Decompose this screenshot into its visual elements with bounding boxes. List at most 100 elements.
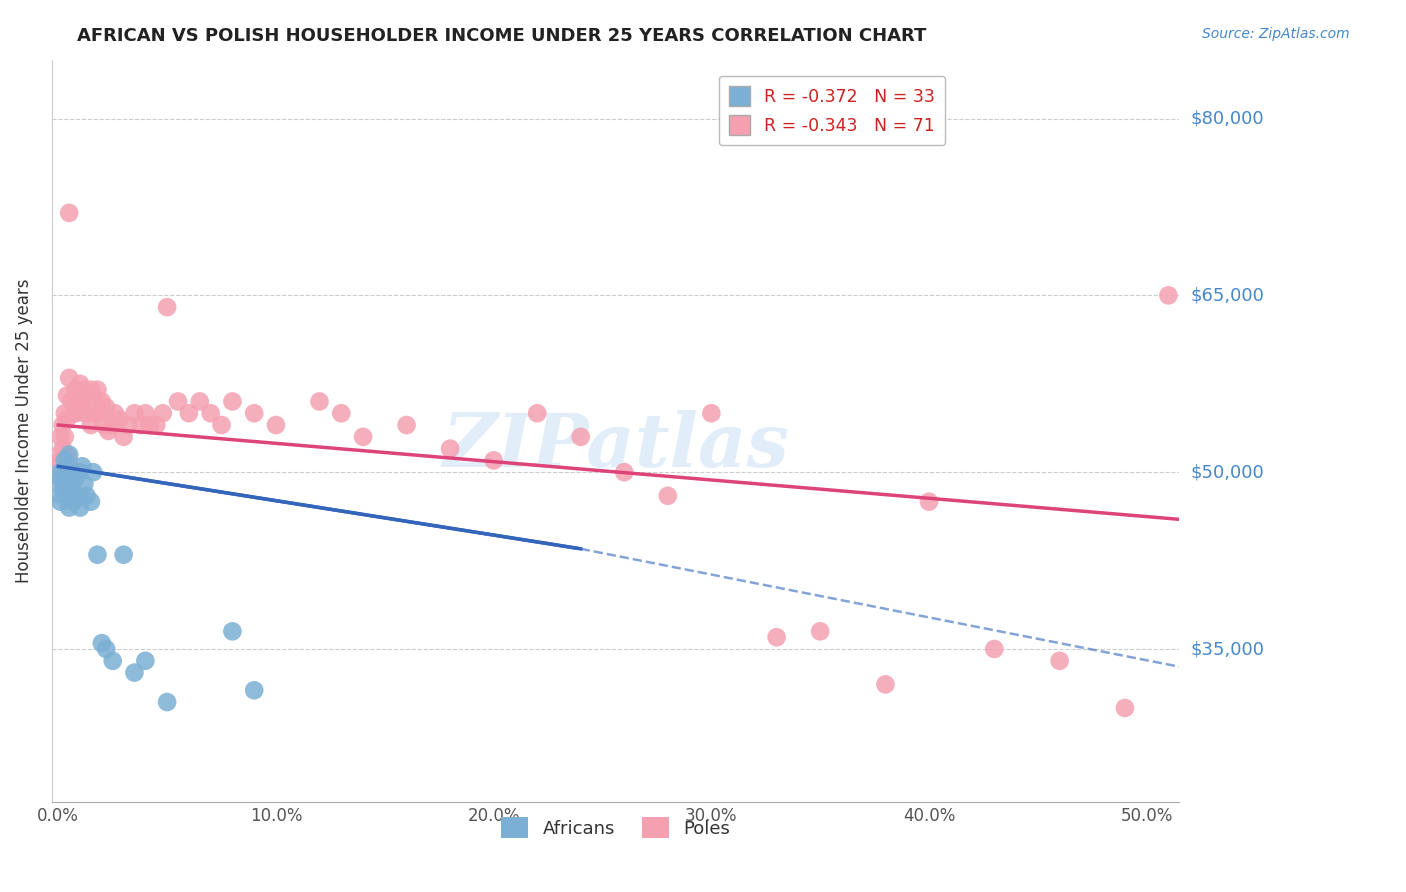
Point (77, 406, 100, 420)
Point (52, 483, 75, 497)
Point (129, 418, 152, 433)
Text: ZIPatlas: ZIPatlas (441, 409, 789, 482)
Point (66, 394, 89, 409)
Point (73, 406, 96, 420)
Point (69, 401, 91, 415)
Point (124, 406, 146, 420)
Point (1157, 288, 1180, 302)
Y-axis label: Householder Income Under 25 years: Householder Income Under 25 years (15, 278, 32, 583)
Point (395, 418, 418, 433)
Point (330, 406, 353, 420)
Point (73, 477, 96, 491)
Point (156, 300, 179, 314)
Point (49, 477, 72, 491)
Point (62, 494, 84, 508)
Point (188, 394, 211, 409)
Point (58, 371, 80, 385)
Point (58, 500, 80, 515)
Point (352, 430, 374, 444)
Point (49, 494, 72, 508)
Point (439, 442, 461, 456)
Text: Source: ZipAtlas.com: Source: ZipAtlas.com (1202, 27, 1350, 41)
Point (112, 548, 135, 562)
Point (58, 206, 80, 220)
Point (526, 406, 548, 420)
Point (156, 695, 179, 709)
Point (80, 494, 103, 508)
Point (243, 406, 266, 420)
Point (56, 388, 79, 402)
Point (167, 394, 190, 409)
Point (70, 459, 93, 474)
Point (89, 406, 111, 420)
Point (53, 477, 76, 491)
Point (124, 665, 146, 680)
Point (108, 412, 131, 426)
Point (49, 430, 72, 444)
Point (76, 388, 98, 402)
Point (613, 465, 636, 479)
Point (104, 406, 127, 420)
Point (101, 654, 124, 668)
Text: $65,000: $65,000 (1191, 286, 1264, 304)
Point (264, 418, 287, 433)
Point (62, 465, 84, 479)
Point (70, 394, 93, 409)
Text: AFRICAN VS POLISH HOUSEHOLDER INCOME UNDER 25 YEARS CORRELATION CHART: AFRICAN VS POLISH HOUSEHOLDER INCOME UND… (77, 27, 927, 45)
Point (152, 406, 174, 420)
Point (117, 418, 139, 433)
Point (765, 630, 787, 644)
Point (52, 442, 75, 456)
Point (52, 465, 75, 479)
Point (221, 624, 243, 639)
Point (56, 459, 79, 474)
Point (96, 401, 118, 415)
Point (97, 424, 120, 438)
Point (65, 383, 87, 397)
Point (86, 548, 108, 562)
Point (49, 453, 72, 467)
Text: $35,000: $35,000 (1191, 640, 1264, 658)
Point (65, 471, 87, 485)
Point (145, 418, 167, 433)
Point (700, 406, 723, 420)
Point (983, 642, 1005, 657)
Point (69, 376, 91, 391)
Point (60, 465, 83, 479)
Point (134, 654, 156, 668)
Point (53, 453, 76, 467)
Text: $80,000: $80,000 (1191, 110, 1264, 128)
Point (177, 406, 200, 420)
Point (1049, 654, 1071, 668)
Point (308, 394, 330, 409)
Point (53, 406, 76, 420)
Point (875, 677, 897, 691)
Point (80, 418, 103, 433)
Point (66, 489, 89, 503)
Point (69, 500, 91, 515)
Legend: Africans, Poles: Africans, Poles (494, 810, 738, 846)
Point (69, 465, 91, 479)
Point (80, 383, 103, 397)
Point (569, 430, 592, 444)
Point (918, 494, 941, 508)
Point (86, 383, 108, 397)
Point (52, 418, 75, 433)
Point (90, 636, 112, 650)
Text: $50,000: $50,000 (1191, 463, 1264, 481)
Point (84, 406, 107, 420)
Point (808, 624, 831, 639)
Point (657, 489, 679, 503)
Point (93, 418, 115, 433)
Point (60, 394, 83, 409)
Point (211, 418, 233, 433)
Point (112, 430, 135, 444)
Point (60, 483, 83, 497)
Point (56, 412, 79, 426)
Point (58, 448, 80, 462)
Point (482, 453, 505, 467)
Point (96, 642, 118, 657)
Point (134, 406, 156, 420)
Point (76, 489, 98, 503)
Point (52, 453, 75, 467)
